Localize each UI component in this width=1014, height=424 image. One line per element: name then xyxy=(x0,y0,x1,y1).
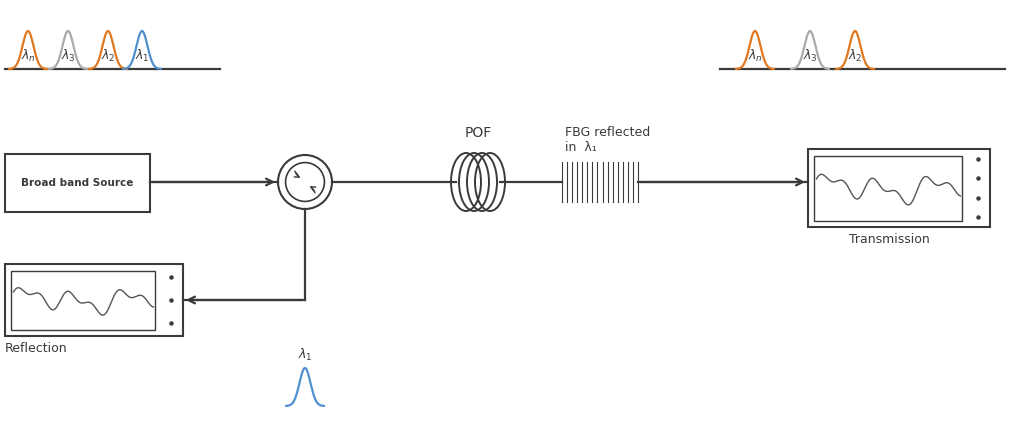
Text: Broad band Source: Broad band Source xyxy=(21,178,134,188)
Text: FBG reflected
in  λ₁: FBG reflected in λ₁ xyxy=(565,126,650,154)
Text: $\lambda_{2}$: $\lambda_{2}$ xyxy=(100,48,116,64)
Text: $\lambda_{2}$: $\lambda_{2}$ xyxy=(848,48,862,64)
Text: $\lambda_{n}$: $\lambda_{n}$ xyxy=(20,48,35,64)
Text: $\lambda_{3}$: $\lambda_{3}$ xyxy=(61,48,75,64)
Text: $\lambda_{3}$: $\lambda_{3}$ xyxy=(803,48,817,64)
Text: Transmission: Transmission xyxy=(849,233,930,246)
Bar xyxy=(11,271,155,329)
Bar xyxy=(5,264,183,336)
Bar xyxy=(814,156,962,220)
Bar xyxy=(5,154,150,212)
Text: $\lambda_{n}$: $\lambda_{n}$ xyxy=(747,48,763,64)
Text: $\lambda_{1}$: $\lambda_{1}$ xyxy=(298,347,312,363)
Text: Reflection: Reflection xyxy=(5,342,68,355)
Text: POF: POF xyxy=(464,126,492,140)
Text: $\lambda_{1}$: $\lambda_{1}$ xyxy=(135,48,149,64)
Bar xyxy=(808,149,990,227)
